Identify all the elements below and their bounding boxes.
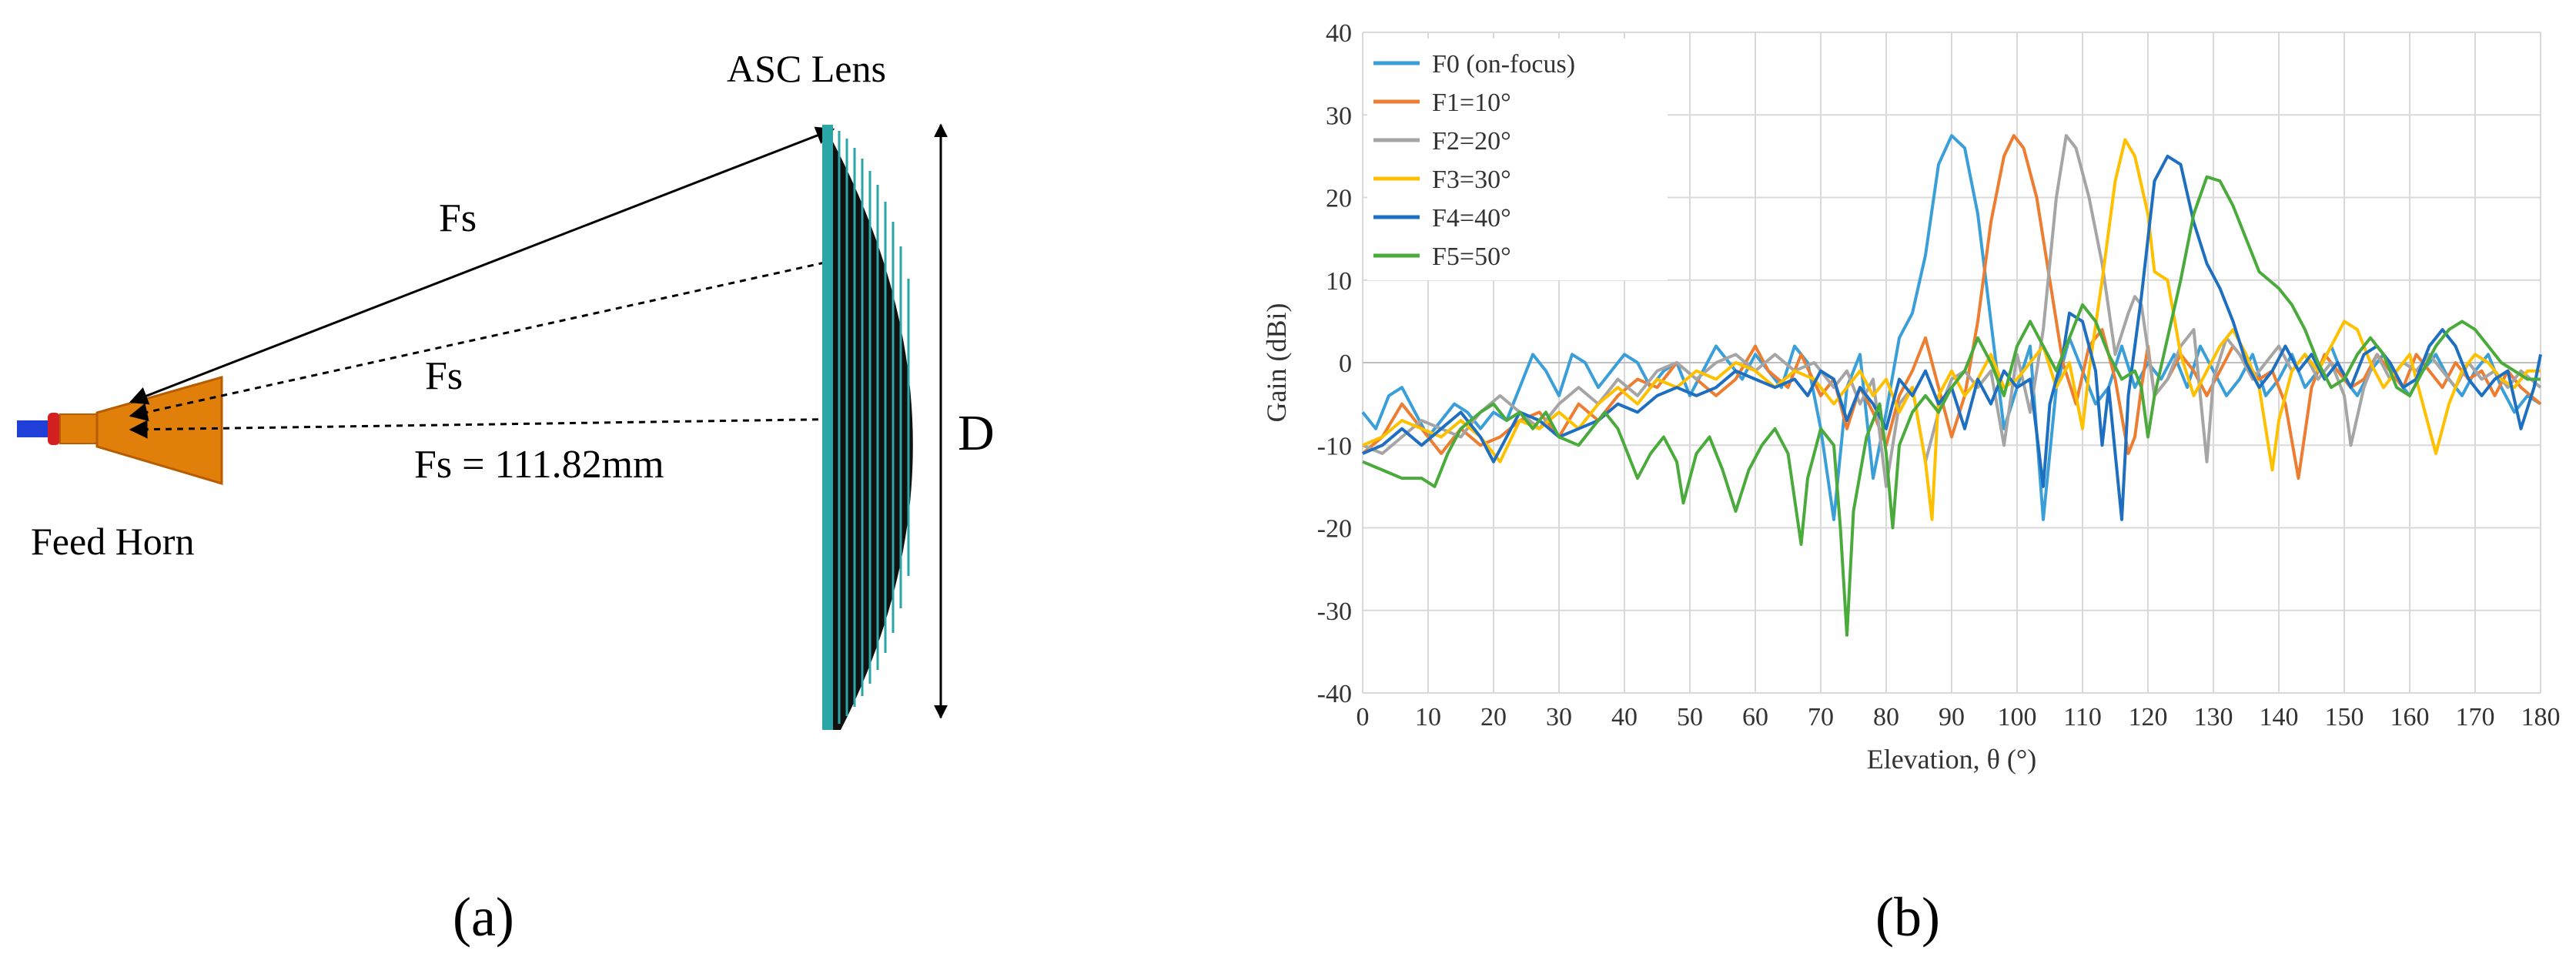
series-line xyxy=(1362,154,2542,521)
legend-label: F1=10° xyxy=(1432,89,1511,117)
y-tick-label: 40 xyxy=(1326,19,1352,48)
fs-label-bottom: Fs = 111.82mm xyxy=(414,443,664,487)
x-tick-label: 150 xyxy=(2325,703,2364,731)
x-tick-label: 70 xyxy=(1808,703,1834,731)
ray-bottom xyxy=(129,410,858,439)
chart-legend: F0 (on-focus) F1=10° F2=20° F3=30° F4=40° F5=… xyxy=(1373,50,1575,271)
y-tick-label: -40 xyxy=(1317,680,1352,708)
x-tick-label: 80 xyxy=(1873,703,1899,731)
horn-throat xyxy=(59,413,98,444)
x-tick-label: 30 xyxy=(1546,703,1572,731)
legend-label: F4=40° xyxy=(1432,204,1511,233)
y-tick-label: 30 xyxy=(1326,102,1352,130)
legend-label: F3=30° xyxy=(1432,166,1511,194)
x-axis-label: Elevation, θ (°) xyxy=(1867,744,2037,775)
feed-flange xyxy=(48,413,60,445)
y-tick-label: -10 xyxy=(1317,432,1352,460)
x-tick-label: 180 xyxy=(2521,703,2561,731)
fs-label-middle: Fs xyxy=(425,354,463,398)
panel-b-label: (b) xyxy=(1875,886,1940,948)
y-tick-label: 0 xyxy=(1339,350,1352,378)
lens-face xyxy=(822,125,833,730)
lens-rings xyxy=(838,131,910,724)
series-line xyxy=(1362,175,2541,637)
legend-label: F5=50° xyxy=(1432,243,1511,271)
lens-diagram: ASC Lens Fs Fs Fs = 111.82mm D Feed Horn xyxy=(17,47,995,730)
ray-middle xyxy=(129,249,858,422)
x-tick-label: 0 xyxy=(1357,703,1370,731)
lens-label: ASC Lens xyxy=(727,47,886,90)
x-tick-label: 60 xyxy=(1742,703,1768,731)
legend-background xyxy=(1367,38,1668,280)
x-tick-label: 110 xyxy=(2063,703,2102,731)
x-tick-label: 100 xyxy=(1998,703,2037,731)
x-tick-label: 50 xyxy=(1677,703,1703,731)
y-tick-label: -20 xyxy=(1317,515,1352,544)
y-tick-label: 10 xyxy=(1326,267,1352,296)
feed-waveguide xyxy=(17,420,57,437)
legend-label: F0 (on-focus) xyxy=(1432,50,1575,79)
x-tick-label: 10 xyxy=(1415,703,1441,731)
horn-label: Feed Horn xyxy=(31,520,194,563)
chart-series xyxy=(1361,134,2542,637)
series-line xyxy=(1362,134,2542,488)
x-tick-label: 120 xyxy=(2129,703,2168,731)
fs-label-top: Fs xyxy=(439,196,477,240)
legend-label: F2=20° xyxy=(1432,127,1511,156)
y-tick-label: 20 xyxy=(1326,185,1352,213)
x-tick-label: 130 xyxy=(2194,703,2233,731)
panel-a-label: (a) xyxy=(453,886,514,948)
x-tick-label: 160 xyxy=(2390,703,2430,731)
x-tick-label: 20 xyxy=(1480,703,1507,731)
x-tick-label: 170 xyxy=(2456,703,2495,731)
x-tick-label: 40 xyxy=(1611,703,1638,731)
x-tick-label: 90 xyxy=(1939,703,1965,731)
x-tick-label: 140 xyxy=(2260,703,2299,731)
y-tick-label: -30 xyxy=(1317,597,1352,626)
diameter-label: D xyxy=(958,405,995,461)
y-axis-label: Gain (dBi) xyxy=(1261,303,1292,423)
chart-ticks: 0 10 20 30 40 50 60 70 80 90 100 110 120 130 140 150 160… xyxy=(1317,19,2561,731)
